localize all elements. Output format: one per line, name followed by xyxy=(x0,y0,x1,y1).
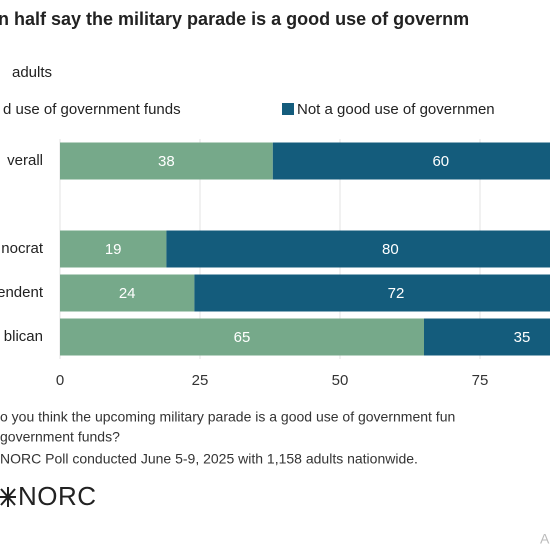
bar-segment xyxy=(424,318,550,356)
bar-segment xyxy=(166,230,550,268)
y-tick-label: verall xyxy=(7,152,43,169)
value-label: 19 xyxy=(105,241,122,258)
value-label: 60 xyxy=(432,153,449,170)
value-label: 38 xyxy=(158,153,175,170)
bar-segment xyxy=(60,274,195,312)
chart-title: n half say the military parade is a good… xyxy=(0,9,469,29)
bar-segment xyxy=(194,274,550,312)
legend-label: d use of government funds xyxy=(3,101,181,118)
note: government funds? xyxy=(0,429,120,445)
x-tick-label: 50 xyxy=(332,372,349,389)
y-tick-label: nocrat xyxy=(1,240,44,257)
logo: NORC xyxy=(18,481,97,511)
corner-mark: A xyxy=(540,531,550,547)
value-label: 24 xyxy=(119,285,136,302)
legend-label: Not a good use of governmen xyxy=(297,101,495,118)
x-tick-label: 75 xyxy=(472,372,489,389)
note: o you think the upcoming military parade… xyxy=(0,409,455,425)
x-tick-label: 0 xyxy=(56,372,64,389)
bar-segment xyxy=(60,230,167,268)
legend-swatch xyxy=(282,103,294,115)
y-tick-label: blican xyxy=(4,328,43,345)
x-tick-label: 25 xyxy=(192,372,209,389)
value-label: 35 xyxy=(514,329,531,346)
bar-segment xyxy=(60,318,424,356)
value-label: 65 xyxy=(234,329,251,346)
note: NORC Poll conducted June 5-9, 2025 with … xyxy=(0,451,418,467)
bar-segment xyxy=(60,142,273,180)
logo-mark xyxy=(0,487,16,507)
y-tick-label: endent xyxy=(0,284,44,301)
chart-subtitle: adults xyxy=(12,64,52,81)
bar-segment xyxy=(272,142,550,180)
value-label: 80 xyxy=(382,241,399,258)
value-label: 72 xyxy=(388,285,405,302)
